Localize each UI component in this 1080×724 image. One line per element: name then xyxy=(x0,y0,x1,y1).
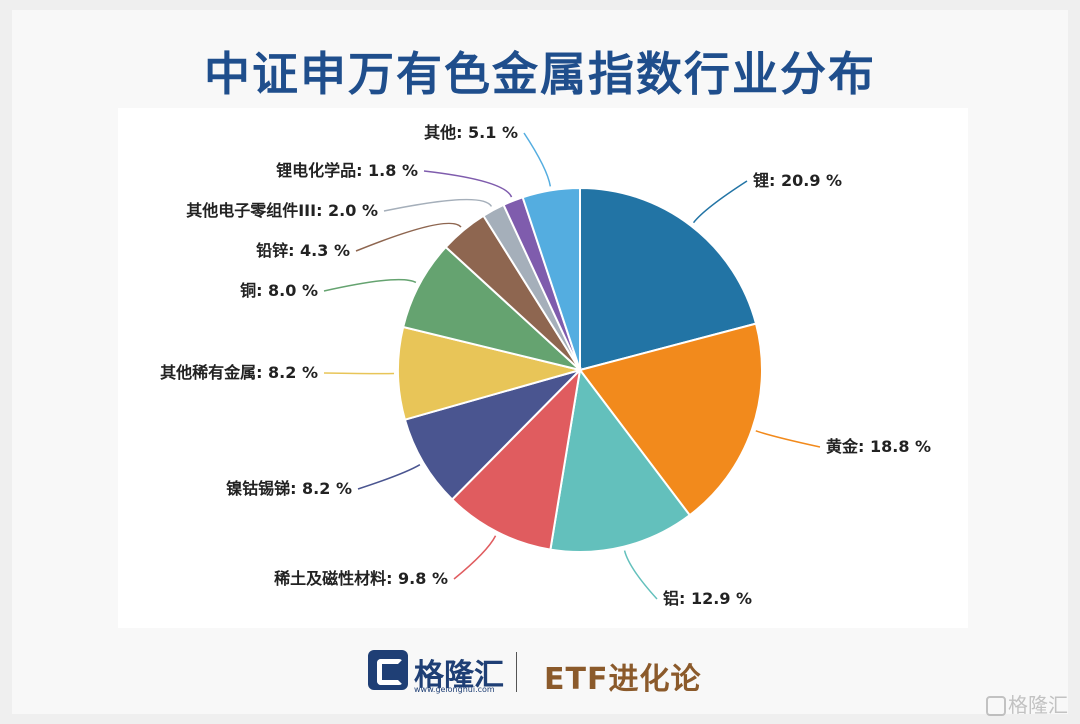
gelonghui-logo-icon xyxy=(368,650,408,690)
pie-slice-0 xyxy=(579,186,758,372)
leader-line-9 xyxy=(423,170,513,198)
pie-slice-2 xyxy=(549,367,692,553)
data-label-10: 其他: 5.1 % xyxy=(424,123,518,142)
data-label-4: 镍钴锡锑: 8.2 % xyxy=(226,479,352,498)
leader-line-1 xyxy=(755,430,821,448)
leader-line-8 xyxy=(383,198,493,212)
pie-slice-3 xyxy=(450,367,582,551)
leader-line-0 xyxy=(692,180,748,224)
leader-line-2 xyxy=(623,550,658,600)
leader-line-7 xyxy=(355,222,462,252)
leader-line-4 xyxy=(357,464,421,490)
data-label-0: 锂: 20.9 % xyxy=(753,171,842,190)
data-label-2: 铝: 12.9 % xyxy=(663,589,752,608)
chart-title: 中证申万有色金属指数行业分布 xyxy=(204,47,876,101)
pie-slice-4 xyxy=(403,368,584,501)
data-label-1: 黄金: 18.8 % xyxy=(826,437,931,456)
logo-name: 格隆汇 xyxy=(414,658,504,693)
data-label-7: 铅锌: 4.3 % xyxy=(256,241,350,260)
data-label-6: 铜: 8.0 % xyxy=(240,281,318,300)
data-label-8: 其他电子零组件III: 2.0 % xyxy=(186,201,378,220)
pie-slice-1 xyxy=(578,322,763,517)
pie-slice-10 xyxy=(521,186,581,371)
leader-line-3 xyxy=(453,535,497,580)
watermark: 格隆汇 xyxy=(986,689,1068,718)
leader-line-5 xyxy=(323,372,395,375)
data-label-5: 其他稀有金属: 8.2 % xyxy=(160,363,318,382)
leader-line-6 xyxy=(323,278,417,292)
leader-line-10 xyxy=(523,132,552,187)
logo-divider xyxy=(516,652,517,692)
logo-url: www.gelonghui.com xyxy=(414,685,495,694)
watermark-icon xyxy=(986,696,1006,716)
data-label-3: 稀土及磁性材料: 9.8 % xyxy=(274,569,448,588)
chart-panel: 锂: 20.9 % 黄金: 18.8 % 铝: 12.9 % 稀土及磁性材料: 9.8… xyxy=(118,108,968,628)
footer-logo: 格隆汇 www.gelonghui.com ETF进化论 xyxy=(368,648,728,697)
pie-slice-6 xyxy=(401,245,581,371)
pie-chart: 锂: 20.9 % 黄金: 18.8 % 铝: 12.9 % 稀土及磁性材料: 9.8… xyxy=(160,123,931,608)
pie-slice-5 xyxy=(397,325,584,421)
data-label-9: 锂电化学品: 1.8 % xyxy=(276,161,418,180)
brand-text: ETF进化论 xyxy=(544,662,702,697)
watermark-text: 格隆汇 xyxy=(1008,693,1068,717)
